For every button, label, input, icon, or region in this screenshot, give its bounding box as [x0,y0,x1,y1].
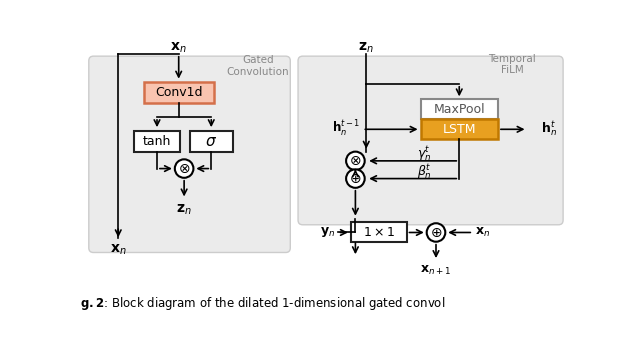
Text: Conv1d: Conv1d [155,86,202,99]
FancyBboxPatch shape [298,56,563,225]
Text: LSTM: LSTM [443,123,476,136]
Text: $\mathbf{g. 2}$: Block diagram of the dilated 1-dimensional gated convol: $\mathbf{g. 2}$: Block diagram of the di… [80,295,445,312]
Text: Temporal
FiLM: Temporal FiLM [488,54,536,75]
Bar [420,99,498,119]
Circle shape [175,159,193,178]
Text: $\otimes$: $\otimes$ [349,154,362,168]
Text: $\mathbf{y}_n$: $\mathbf{y}_n$ [320,226,335,239]
Bar [190,131,233,152]
Text: $\mathbf{x}_n$: $\mathbf{x}_n$ [474,226,490,239]
FancyBboxPatch shape [89,56,290,253]
Text: Gated
Convolution: Gated Convolution [226,55,289,77]
Text: tanh: tanh [143,135,171,148]
Bar [134,131,180,152]
Text: $\oplus$: $\oplus$ [430,226,442,239]
Text: $\mathbf{x}_n$: $\mathbf{x}_n$ [110,242,127,257]
Bar [420,119,498,139]
Text: $\oplus$: $\oplus$ [349,172,362,185]
Text: $\gamma_n^t$: $\gamma_n^t$ [417,145,432,164]
Text: $\otimes$: $\otimes$ [178,162,190,175]
Text: $\beta_n^t$: $\beta_n^t$ [417,163,432,182]
Text: $\mathbf{h}_n^t$: $\mathbf{h}_n^t$ [541,120,556,139]
Text: $1 \times 1$: $1 \times 1$ [363,226,395,239]
Circle shape [346,152,364,170]
Text: $\mathbf{z}_n$: $\mathbf{z}_n$ [176,202,192,217]
Bar [350,222,406,243]
Text: $\sigma$: $\sigma$ [205,134,218,149]
Circle shape [427,223,445,242]
Text: MaxPool: MaxPool [434,103,485,116]
Text: $\mathbf{x}_n$: $\mathbf{x}_n$ [170,40,187,55]
Text: $\mathbf{x}_{n+1}$: $\mathbf{x}_{n+1}$ [420,264,452,277]
Circle shape [346,169,364,188]
Text: $\mathbf{z}_n$: $\mathbf{z}_n$ [358,40,374,55]
Text: $\mathbf{h}_n^{t-1}$: $\mathbf{h}_n^{t-1}$ [332,119,360,139]
Bar [144,82,214,103]
